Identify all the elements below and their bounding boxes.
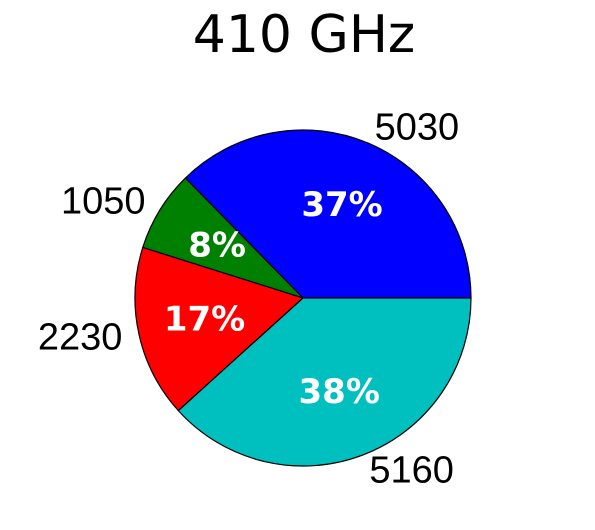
slice-percent-2230: 17% xyxy=(164,299,245,339)
pie-slices xyxy=(134,129,472,467)
pie-slice-5160 xyxy=(177,297,472,467)
slice-percent-5030: 37% xyxy=(301,185,382,225)
slice-label-5160: 5160 xyxy=(369,449,454,491)
pie-slice-2230 xyxy=(134,246,304,412)
pie-labels: 5030 37% 1050 8% 2230 17% 5160 38% xyxy=(38,107,459,492)
slice-label-2230: 2230 xyxy=(38,316,123,358)
slice-label-5030: 5030 xyxy=(375,107,460,149)
chart-title: 410 GHz xyxy=(193,5,415,65)
slice-percent-1050: 8% xyxy=(188,225,246,265)
slice-label-1050: 1050 xyxy=(61,180,146,222)
slice-percent-5160: 38% xyxy=(299,372,380,412)
pie-slice-5030 xyxy=(184,129,472,299)
